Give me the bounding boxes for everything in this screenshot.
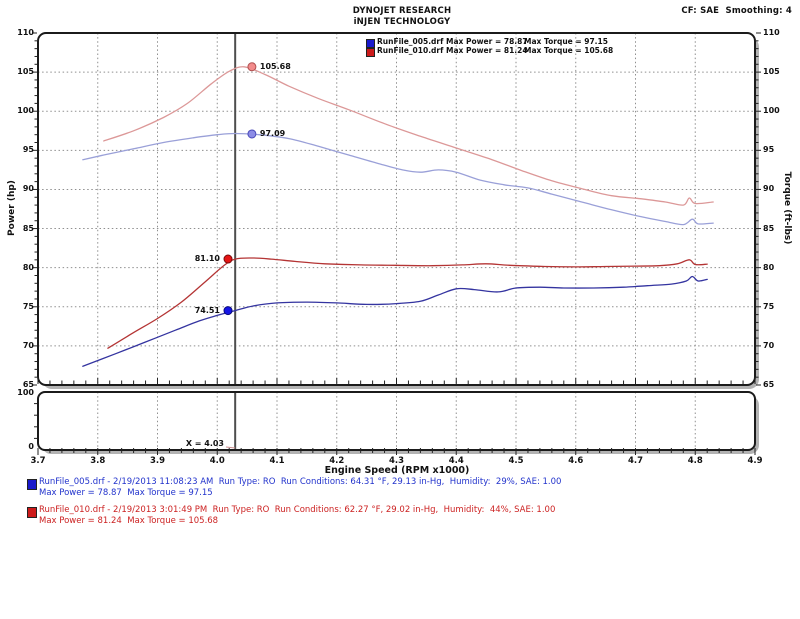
y-axis-tick-label-left: 85 xyxy=(22,223,34,233)
y-axis-tick-label-right: 80 xyxy=(763,262,775,272)
cursor-marker xyxy=(223,254,233,264)
main-plot-frame xyxy=(37,32,756,386)
y-axis-tick-label-right: 90 xyxy=(763,184,775,194)
legend-swatch-run1 xyxy=(366,39,375,48)
x-axis-tick-label: 3.9 xyxy=(149,456,166,466)
legend-run1-torque: Max Torque = 97.15 xyxy=(524,37,608,46)
cursor-marker xyxy=(247,129,257,139)
legend-swatch-run2 xyxy=(366,48,375,57)
x-axis-tick-label: 4.3 xyxy=(388,456,405,466)
cursor-x-label: X = 4.03 xyxy=(185,439,224,448)
cursor-value-label: 105.68 xyxy=(259,61,291,71)
y-axis-tick-label-right: 110 xyxy=(763,28,780,37)
main-grid xyxy=(39,34,754,384)
y-axis-title-torque: Torque (ft-lbs) xyxy=(782,171,792,245)
y-axis-tick-label-right: 85 xyxy=(763,223,775,233)
x-axis-tick-label: 4.8 xyxy=(687,456,703,466)
y-axis-tick-label-left: 65 xyxy=(22,380,34,389)
run2-info-line: RunFile_010.drf - 2/19/2013 3:01:49 PM R… xyxy=(39,505,556,515)
strip-min-label: 0 xyxy=(28,442,34,451)
cursor-value-label: 81.10 xyxy=(194,254,220,264)
y-axis-tick-label-left: 105 xyxy=(17,67,34,77)
y-axis-tick-label-left: 70 xyxy=(22,340,34,350)
run1-max-line: Max Power = 78.87 Max Torque = 97.15 xyxy=(39,488,213,498)
strip-max-label: 100 xyxy=(17,388,34,397)
y-axis-tick-label-left: 100 xyxy=(17,106,34,116)
x-axis-tick-label: 4.6 xyxy=(568,456,584,466)
y-axis-tick-label-right: 100 xyxy=(763,106,780,116)
y-axis-tick-label-right: 70 xyxy=(763,340,775,350)
y-axis-tick-label-right: 105 xyxy=(763,67,780,77)
correction-smoothing-info: CF: SAE Smoothing: 4 xyxy=(681,6,792,16)
cursor-value-label: 74.51 xyxy=(194,305,220,315)
x-axis-tick-label: 4.2 xyxy=(329,456,345,466)
y-axis-tick-label-left: 75 xyxy=(22,301,34,311)
curve-runfile-005-drf-power xyxy=(82,275,708,367)
y-axis-tick-label-right: 65 xyxy=(763,380,775,389)
x-axis-tick-label: 4.1 xyxy=(269,456,285,466)
x-axis-tick-label: 3.7 xyxy=(30,456,46,466)
run2-max-line: Max Power = 81.24 Max Torque = 105.68 xyxy=(39,516,219,526)
run1-info-line: RunFile_005.drf - 2/19/2013 11:08:23 AM … xyxy=(39,477,562,487)
curve-runfile-010-drf-power xyxy=(107,257,708,349)
curve-runfile-010-drf-torque xyxy=(103,66,714,206)
cursor-value-label: 97.09 xyxy=(259,128,286,138)
x-axis-tick-label: 3.8 xyxy=(90,456,106,466)
x-axis-tick-label: 4.4 xyxy=(448,456,464,466)
cursor-label-pointer xyxy=(225,446,236,449)
y-axis-tick-label-right: 95 xyxy=(763,145,775,155)
y-axis-tick-label-left: 80 xyxy=(22,262,34,272)
x-axis-tick-label: 4.7 xyxy=(627,456,644,466)
footer-swatch-run1[interactable] xyxy=(27,479,37,490)
y-axis-tick-label-right: 75 xyxy=(763,301,775,311)
y-axis-tick-label-left: 95 xyxy=(22,145,34,155)
y-axis-tick-label-left: 90 xyxy=(22,184,34,194)
header-title: DYNOJET RESEARCH xyxy=(352,6,452,16)
x-axis-tick-label: 4.0 xyxy=(209,456,225,466)
x-axis-title: Engine Speed (RPM x1000) xyxy=(324,465,470,476)
header-subtitle: iNJEN TECHNOLOGY xyxy=(353,17,451,27)
legend-run2-torque: Max Torque = 105.68 xyxy=(524,46,614,55)
x-axis-tick-label: 4.9 xyxy=(747,456,763,466)
footer-swatch-run2[interactable] xyxy=(27,507,37,518)
y-axis-tick-label-left: 110 xyxy=(17,28,34,37)
strip-grid xyxy=(97,393,696,449)
cursor-marker xyxy=(247,62,257,72)
y-axis-title-power: Power (hp) xyxy=(7,180,17,236)
x-axis-tick-label: 4.5 xyxy=(508,456,524,466)
legend-run1-power: RunFile_005.drf Max Power = 78.87 xyxy=(377,37,528,46)
curve-runfile-005-drf-torque xyxy=(82,132,714,226)
cursor-marker xyxy=(223,306,233,316)
legend-run2-power: RunFile_010.drf Max Power = 81.24 xyxy=(377,46,528,55)
